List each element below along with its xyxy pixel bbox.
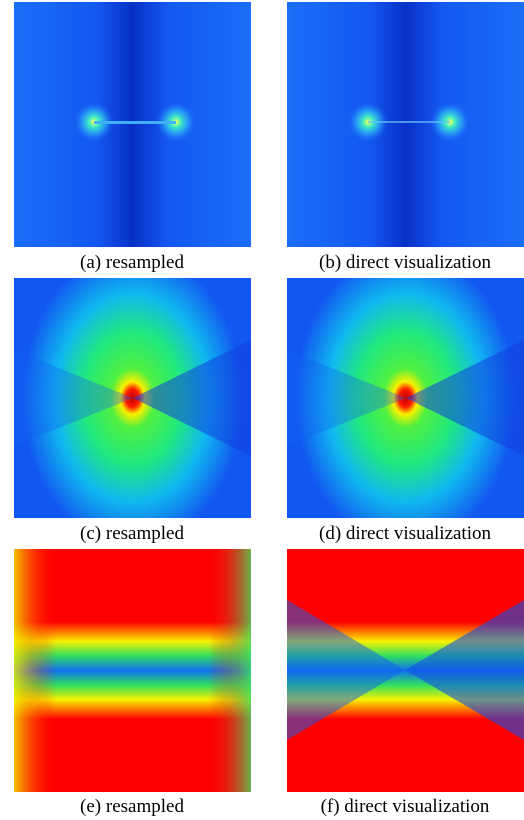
image-c [14,278,251,518]
image-d [287,278,524,518]
caption: (a) resampled [80,252,184,273]
caption: (f) direct visualization [321,796,490,817]
image-f [287,549,524,792]
image-b [287,2,524,247]
caption: (c) resampled [80,523,184,544]
image-e [14,549,251,792]
caption: (b) direct visualization [319,252,491,273]
image-a [14,2,251,247]
caption: (d) direct visualization [319,523,491,544]
figure: (a) resampled (b) direct visualization (… [0,0,524,820]
caption: (e) resampled [80,796,184,817]
page: (a) resampled (b) direct visualization (… [0,0,524,820]
